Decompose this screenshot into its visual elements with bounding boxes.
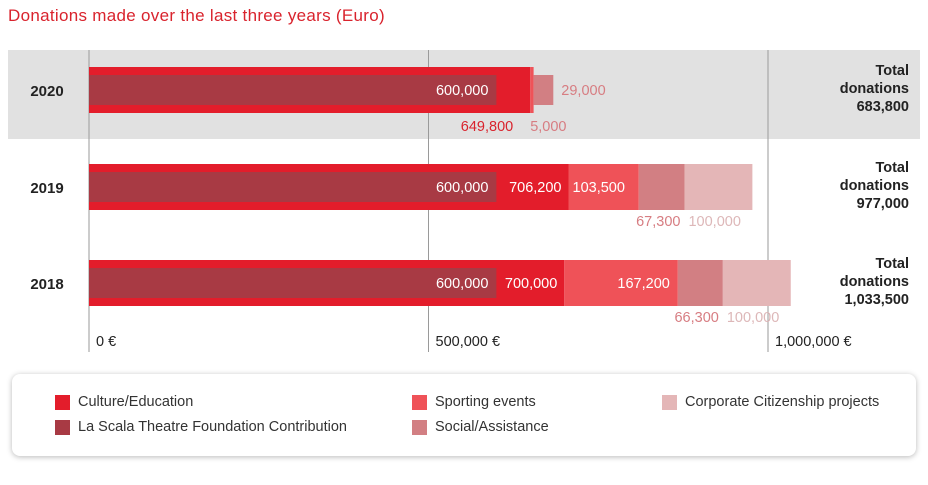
category-label-2020: 2020	[30, 83, 63, 100]
data-label-sporting-2020: 5,000	[530, 119, 566, 135]
legend-swatch-foundation	[55, 419, 70, 435]
bar-corporate-2019	[684, 164, 753, 210]
data-label-social-2020: 29,000	[561, 83, 605, 99]
legend-label-sporting: Sporting events	[435, 394, 536, 410]
legend-swatch-corporate	[662, 394, 677, 410]
data-label-culture-2020: 649,800	[461, 119, 513, 135]
data-label-foundation-2020: 600,000	[436, 83, 488, 99]
legend-item-corporate: Corporate Citizenship projects	[662, 394, 879, 410]
data-label-foundation-2019: 600,000	[436, 180, 488, 196]
legend-item-social: Social/Assistance	[412, 419, 549, 435]
data-label-sporting-2018: 167,200	[617, 276, 669, 292]
legend-label-foundation: La Scala Theatre Foundation Contribution	[78, 419, 347, 435]
legend-label-culture: Culture/Education	[78, 394, 194, 410]
bar-foundation-2018	[89, 268, 497, 298]
total-label-2018: Total	[875, 256, 909, 272]
total-label-2019: Total	[875, 160, 909, 176]
category-label-2019: 2019	[30, 180, 63, 197]
x-tick-label-2: 1,000,000 €	[775, 334, 852, 350]
bar-social-2019	[638, 164, 685, 210]
legend-item-sporting: Sporting events	[412, 394, 536, 410]
bar-social-2020	[533, 75, 554, 105]
total-label-2019: donations	[840, 178, 909, 194]
data-label-culture-2018: 700,000	[505, 276, 557, 292]
total-label-2020: donations	[840, 81, 909, 97]
total-value-2020: 683,800	[857, 99, 909, 115]
category-label-2018: 2018	[30, 276, 63, 293]
x-tick-label-0: 0 €	[96, 334, 116, 350]
legend-swatch-culture	[55, 394, 70, 410]
chart-legend: Culture/Education Sporting events Corporat…	[12, 374, 916, 456]
data-label-social-2018: 66,300	[674, 310, 718, 326]
bar-foundation-2020	[89, 75, 497, 105]
bar-sporting-2020	[530, 67, 534, 113]
donations-bar-chart: 2020 600,000 649,800 5,000 29,000 Total donati…	[8, 50, 920, 352]
bar-social-2018	[677, 260, 723, 306]
total-value-2019: 977,000	[857, 196, 909, 212]
data-label-sporting-2019: 103,500	[573, 180, 625, 196]
bar-sporting-2019	[568, 164, 639, 210]
legend-swatch-sporting	[412, 394, 427, 410]
total-value-2018: 1,033,500	[844, 292, 909, 308]
data-label-foundation-2018: 600,000	[436, 276, 488, 292]
legend-label-corporate: Corporate Citizenship projects	[685, 394, 880, 410]
legend-swatch-social	[412, 419, 427, 435]
total-label-2018: donations	[840, 274, 909, 290]
bar-sporting-2018	[564, 260, 678, 306]
data-label-corporate-2019: 100,000	[688, 214, 740, 230]
data-label-social-2019: 67,300	[636, 214, 680, 230]
chart-title: Donations made over the last three years…	[8, 6, 385, 25]
legend-item-foundation: La Scala Theatre Foundation Contribution	[55, 419, 347, 435]
total-label-2020: Total	[875, 63, 909, 79]
legend-item-culture: Culture/Education	[55, 394, 193, 410]
data-label-corporate-2018: 100,000	[727, 310, 779, 326]
x-tick-label-1: 500,000 €	[436, 334, 501, 350]
bar-foundation-2019	[89, 172, 497, 202]
bar-corporate-2018	[722, 260, 791, 306]
legend-label-social: Social/Assistance	[435, 419, 549, 435]
data-label-culture-2019: 706,200	[509, 180, 561, 196]
